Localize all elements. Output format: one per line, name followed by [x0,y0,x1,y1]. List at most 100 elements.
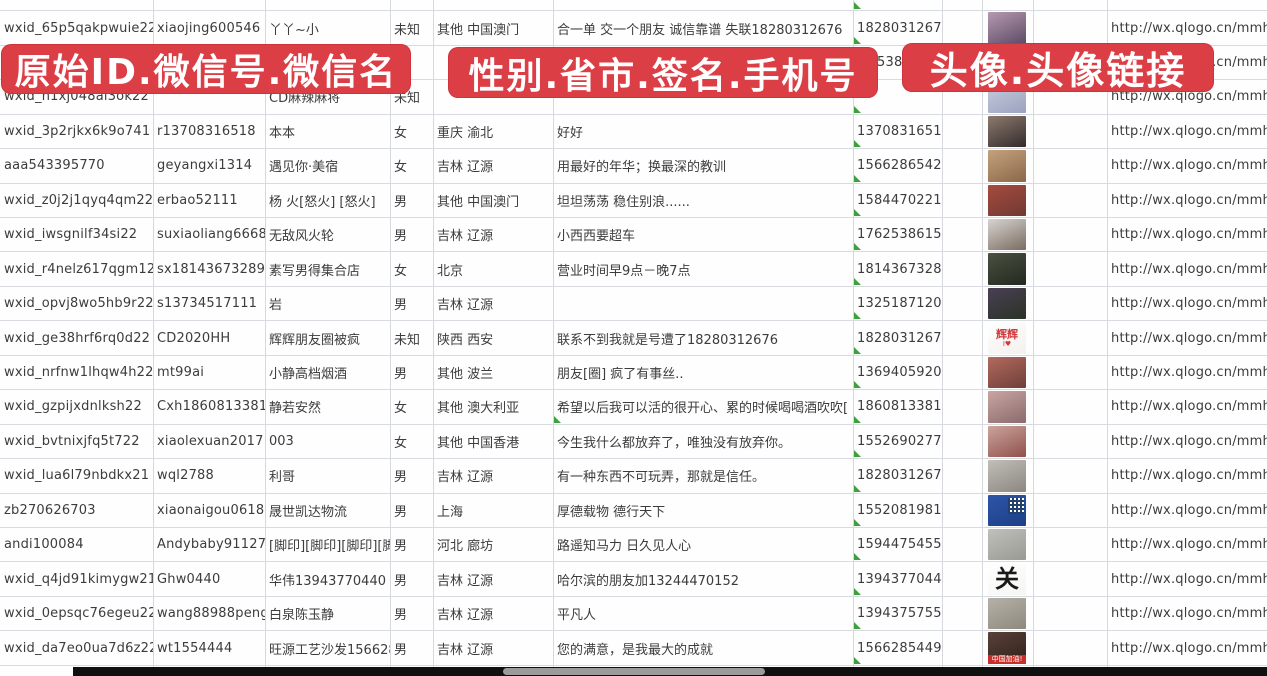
cell-signature[interactable]: 用最好的年华；换最深的教训 [557,160,727,176]
cell-original-id[interactable]: wxid_q4jd91kimygw21 [4,571,153,587]
cell-phone[interactable]: 18280312676 [857,20,942,36]
cell-wechat-name[interactable]: 辉辉朋友圈被疯 [269,332,361,348]
cell-wechat-name[interactable]: 素写男得集合店 [269,263,361,279]
cell-phone[interactable]: 13943757555 [857,606,942,622]
cell-wechat-id[interactable]: xiaonaigou061827 [157,502,265,518]
cell-original-id[interactable]: wxid_z0j2j1qyq4qm22 [4,192,153,208]
cell-original-id[interactable]: wxid_gzpijxdnlksh22 [4,399,142,415]
cell-wechat-name[interactable]: 本本 [269,125,296,141]
cell-phone[interactable]: 15662865427 [857,158,942,174]
cell-signature[interactable]: 营业时间早9点－晚7点 [557,263,691,279]
cell-avatar-url[interactable]: http://wx.qlogo.cn/mmhead [1111,399,1267,415]
cell-gender[interactable]: 女 [394,160,408,176]
cell-signature[interactable] [553,287,853,320]
cell-wechat-name[interactable]: 无敌风火轮 [269,229,335,245]
cell-avatar-url[interactable]: http://wx.qlogo.cn/mmhead [1111,296,1267,312]
cell-region[interactable]: 其他 中国香港 [437,435,520,451]
cell-wechat-id[interactable]: CD2020HH [157,330,231,346]
cell-phone[interactable]: 15520819816 [857,502,942,518]
cell-phone[interactable]: 17625386157 [857,227,942,243]
cell-original-id[interactable]: wxid_nrfnw1lhqw4h22 [4,365,153,381]
cell-wechat-id[interactable]: xiaojing600546 [157,20,261,36]
cell-wechat-id[interactable]: Cxh18608133819 [157,399,265,415]
cell-avatar-url[interactable]: http://wx.qlogo.cn/mmhead [1111,158,1267,174]
cell-signature[interactable]: 平凡人 [557,608,597,624]
cell-avatar-url[interactable]: http://wx.qlogo.cn/mmhead [1111,606,1267,622]
cell-original-id[interactable]: aaa543395770 [4,158,105,174]
cell-wechat-name[interactable]: 杨 火[怒火] [怒火] [269,194,376,210]
cell-region[interactable]: 其他 中国澳门 [437,22,520,38]
cell-signature[interactable]: 今生我什么都放弃了，唯独没有放弃你。 [557,435,792,451]
cell-original-id[interactable]: wxid_0epsqc76egeu22 [4,606,153,622]
cell-avatar-url[interactable]: http://wx.qlogo.cn/mmhead [1111,571,1267,587]
cell-avatar-url[interactable]: http://wx.qlogo.cn/mmhead [1111,123,1267,139]
cell-original-id[interactable]: zb270626703 [4,502,96,518]
cell-signature[interactable]: 哈尔滨的朋友加13244470152 [557,573,739,589]
cell-wechat-id[interactable]: suxiaoliang666888 [157,227,265,243]
cell-avatar-url[interactable]: http://wx.qlogo.cn/mmhead [1111,89,1267,105]
cell-gender[interactable]: 未知 [394,91,421,107]
cell-phone[interactable]: 13708316518 [857,123,942,139]
cell-gender[interactable]: 男 [394,470,408,486]
cell-original-id[interactable]: wxid_r4nelz617qgm12 [4,261,153,277]
cell-wechat-id[interactable]: wang88988peng [157,606,265,622]
cell-avatar-url[interactable]: http://wx.qlogo.cn/mmhead [1111,261,1267,277]
cell-gender[interactable]: 男 [394,194,408,210]
cell-wechat-id[interactable]: r13708316518 [157,123,256,139]
cell-wechat-id[interactable] [153,0,265,10]
cell-original-id[interactable]: wxid_ge38hrf6rq0d22 [4,330,151,346]
cell-original-id[interactable]: andi100084 [4,537,84,553]
cell-phone[interactable]: 15844702210 [857,192,942,208]
cell-gender[interactable]: 男 [394,229,408,245]
cell-gender[interactable]: 男 [394,608,408,624]
cell-phone[interactable]: 13694059200 [857,365,942,381]
cell-wechat-name[interactable]: 利哥 [269,470,296,486]
cell-original-id[interactable]: wxid_3p2rjkx6k9o741 [4,123,151,139]
cell-signature[interactable]: 合一单 交一个朋友 诚信靠谱 失联18280312676 [557,22,843,38]
cell-region[interactable]: 吉林 辽源 [437,160,494,176]
cell-gender[interactable]: 未知 [394,332,421,348]
cell-wechat-id[interactable]: sx18143673289 [157,261,265,277]
cell-wechat-name[interactable]: 旺源工艺沙发15662854 [269,642,390,658]
cell-avatar-url[interactable]: http://wx.qlogo.cn/mmhead [1111,330,1267,346]
cell-region[interactable]: 吉林 辽源 [437,573,494,589]
cell-wechat-name[interactable]: CD麻辣麻将 [269,91,341,107]
cell-wechat-id[interactable]: Andybaby91127 [157,537,265,553]
cell-original-id[interactable]: wxid_bvtnixjfq5t722 [4,433,140,449]
cell-signature[interactable]: 厚德载物 德行天下 [557,504,666,520]
cell-region[interactable]: 吉林 辽源 [437,470,494,486]
cell-original-id[interactable] [0,0,153,10]
cell-gender[interactable]: 女 [394,435,408,451]
cell-wechat-id[interactable]: erbao52111 [157,192,238,208]
cell-wechat-id[interactable]: wql2788 [157,468,214,484]
cell-signature[interactable]: 小西西要超车 [557,229,636,245]
cell-wechat-name[interactable]: 岩 [269,298,283,314]
cell-region[interactable]: 河北 廊坊 [437,539,494,555]
cell-avatar-url[interactable]: http://wx.qlogo.cn/mmhead [1111,537,1267,553]
horizontal-scrollbar-track[interactable] [73,667,1267,676]
cell-signature[interactable]: 希望以后我可以活的很开心、累的时候喝喝酒吹吹[ [557,401,849,417]
cell-wechat-name[interactable]: 华伟13943770440 [269,573,386,589]
cell-original-id[interactable]: wxid_lua6l79nbdkx21 [4,468,150,484]
cell-phone[interactable]: 15662854498 [857,640,942,656]
cell-wechat-name[interactable]: 遇见你·美宿 [269,160,339,176]
horizontal-scrollbar-thumb[interactable] [503,668,765,675]
cell-gender[interactable]: 女 [394,401,408,417]
cell-region[interactable]: 吉林 辽源 [437,229,494,245]
cell-signature[interactable]: 您的满意，是我最大的成就 [557,642,714,658]
cell-avatar-url[interactable]: http://wx.qlogo.cn/mmhead [1111,192,1267,208]
cell-gender[interactable]: 男 [394,539,408,555]
cell-signature[interactable] [553,0,853,10]
cell-gender[interactable]: 男 [394,642,408,658]
cell-wechat-name[interactable]: 小静高档烟酒 [269,367,348,383]
cell-wechat-name[interactable]: [脚印][脚印][脚印][脚印] [269,539,390,555]
cell-phone[interactable]: 13943770440 [857,571,942,587]
cell-region[interactable]: 陕西 西安 [437,332,494,348]
cell-gender[interactable]: 男 [394,504,408,520]
cell-avatar-url[interactable]: http://wx.qlogo.cn/mmhead [1111,20,1267,36]
cell-region[interactable]: 其他 澳大利亚 [437,401,520,417]
cell-signature[interactable]: 朋友[圈] 疯了有事丝.. [557,367,684,383]
cell-region[interactable] [433,0,553,10]
cell-phone[interactable]: 18143673289 [857,261,942,277]
cell-region[interactable]: 吉林 辽源 [437,642,494,658]
